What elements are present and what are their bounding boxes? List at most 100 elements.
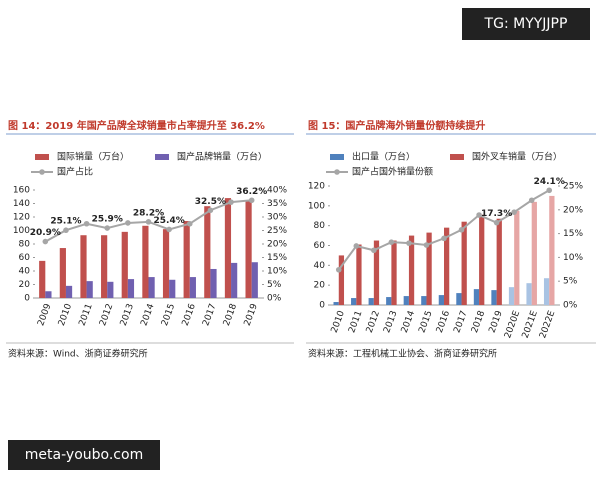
watermark: TG: MYYJJPP (484, 16, 568, 32)
line-point (145, 219, 152, 225)
legend-swatch (334, 169, 340, 175)
y2-tick-label: 20% (563, 205, 583, 215)
bar (549, 195, 555, 305)
bar (86, 281, 93, 298)
bar (148, 277, 155, 298)
bar (496, 218, 502, 305)
x-tick-label: 2014 (400, 309, 417, 334)
legend-label: 国产占国外销量份额 (352, 166, 433, 178)
y-tick-label: 40 (19, 267, 31, 277)
x-tick-label: 2011 (78, 302, 95, 327)
bar (333, 302, 339, 305)
bar (386, 297, 392, 305)
legend-swatch (155, 154, 169, 160)
bar (461, 221, 467, 305)
line-point (528, 197, 535, 204)
x-tick-label: 2013 (382, 309, 399, 334)
line-point (458, 226, 465, 233)
source: 资料来源：工程机械工业协会、浙商证券研究所 (308, 348, 497, 360)
y-tick-label: 100 (13, 226, 30, 236)
x-tick-label: 2013 (119, 302, 136, 327)
bar (204, 206, 211, 298)
line-point (166, 226, 172, 233)
x-tick-label: 2020E (503, 309, 522, 340)
bar (526, 283, 532, 305)
bar (59, 248, 66, 298)
legend-label: 国外叉车销量（万台） (472, 151, 562, 163)
bar (101, 235, 108, 298)
bar (231, 262, 238, 298)
bar (142, 225, 149, 298)
y2-tick-label: 5% (563, 277, 578, 287)
y-tick-label: 0 (24, 294, 30, 304)
y-tick-label: 140 (13, 199, 30, 209)
bar (368, 298, 374, 305)
bar (514, 210, 520, 305)
y2-tick-label: 30% (267, 213, 287, 223)
line-point (335, 266, 342, 273)
x-tick-label: 2009 (36, 302, 53, 327)
bar (65, 285, 73, 298)
legend-label: 出口量（万台） (352, 151, 415, 163)
x-tick-label: 2016 (181, 302, 198, 327)
bar (531, 201, 537, 305)
value-label: 17.3% (481, 209, 512, 219)
bar (251, 262, 258, 298)
bar (127, 279, 135, 298)
bar (421, 296, 427, 305)
y-tick-label: 80 (19, 240, 31, 250)
value-label: 25.1% (50, 217, 81, 227)
line-point (476, 212, 482, 218)
line-point (353, 243, 360, 249)
y2-tick-label: 20% (267, 240, 287, 250)
y2-tick-label: 10% (267, 267, 287, 277)
y2-tick-label: 0% (267, 294, 282, 304)
y2-tick-label: 25% (563, 182, 583, 192)
line-point (125, 220, 131, 226)
legend-swatch (35, 154, 49, 160)
bar (373, 240, 380, 305)
bar (39, 260, 46, 298)
bar (245, 200, 252, 298)
bar (543, 278, 550, 305)
x-tick-label: 2019 (488, 309, 505, 334)
bar (224, 198, 232, 298)
line-point (371, 247, 377, 254)
x-tick-label: 2010 (330, 309, 347, 334)
bar (121, 231, 128, 298)
value-label: 36.2% (236, 187, 267, 197)
bar (338, 255, 345, 305)
x-tick-label: 2017 (452, 309, 469, 334)
line-point (207, 207, 214, 214)
bar (183, 221, 190, 298)
y-tick-label: 100 (308, 201, 325, 211)
value-label: 25.9% (92, 215, 123, 225)
value-label: 25.4% (154, 216, 185, 226)
x-tick-label: 2018 (470, 309, 487, 334)
line-point (248, 197, 255, 204)
y-tick-label: 160 (13, 186, 30, 196)
value-label: 24.1% (534, 177, 565, 187)
value-label: 28.2% (133, 208, 164, 218)
y-tick-label: 20 (314, 281, 326, 291)
line-point (493, 219, 500, 226)
line-point (441, 235, 447, 242)
bar (169, 279, 176, 298)
bar (426, 232, 432, 305)
y-tick-label: 80 (314, 221, 326, 231)
legend-label: 国际销量（万台） (57, 151, 129, 163)
y2-tick-label: 40% (267, 186, 287, 196)
y-tick-label: 0 (319, 301, 325, 311)
x-tick-label: 2014 (139, 302, 156, 327)
chart-title: 图 15：国产品牌海外销量份额持续提升 (308, 119, 485, 132)
bar (508, 287, 515, 305)
bar (456, 293, 462, 305)
x-tick-label: 2018 (222, 302, 239, 327)
x-tick-label: 2010 (57, 302, 74, 327)
bar (491, 290, 497, 305)
bar (189, 277, 196, 298)
y2-tick-label: 15% (563, 229, 583, 239)
bar (45, 291, 52, 298)
x-tick-label: 2019 (243, 302, 260, 327)
